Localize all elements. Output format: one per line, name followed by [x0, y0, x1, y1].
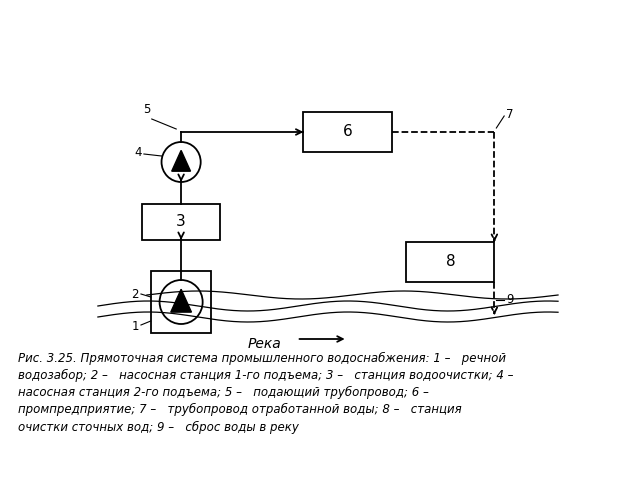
Text: Рис. 3.25. Прямоточная система промышленного водоснабжения: 1 –   речной
водозаб: Рис. 3.25. Прямоточная система промышлен… — [18, 352, 513, 433]
Circle shape — [161, 142, 201, 182]
Text: 9: 9 — [506, 293, 514, 306]
Text: 5: 5 — [143, 103, 150, 116]
Bar — [142, 204, 220, 240]
Text: 2: 2 — [131, 288, 139, 300]
Text: 7: 7 — [506, 108, 514, 120]
Polygon shape — [172, 150, 191, 171]
Bar — [303, 112, 392, 152]
Text: 4: 4 — [134, 145, 142, 158]
Text: 1: 1 — [131, 321, 139, 334]
Circle shape — [159, 280, 203, 324]
Bar — [406, 242, 494, 282]
Text: Река: Река — [248, 337, 281, 351]
Text: 8: 8 — [445, 254, 455, 269]
Bar — [151, 271, 211, 333]
Text: 6: 6 — [342, 124, 353, 140]
Text: 3: 3 — [176, 215, 186, 229]
Polygon shape — [171, 289, 191, 312]
